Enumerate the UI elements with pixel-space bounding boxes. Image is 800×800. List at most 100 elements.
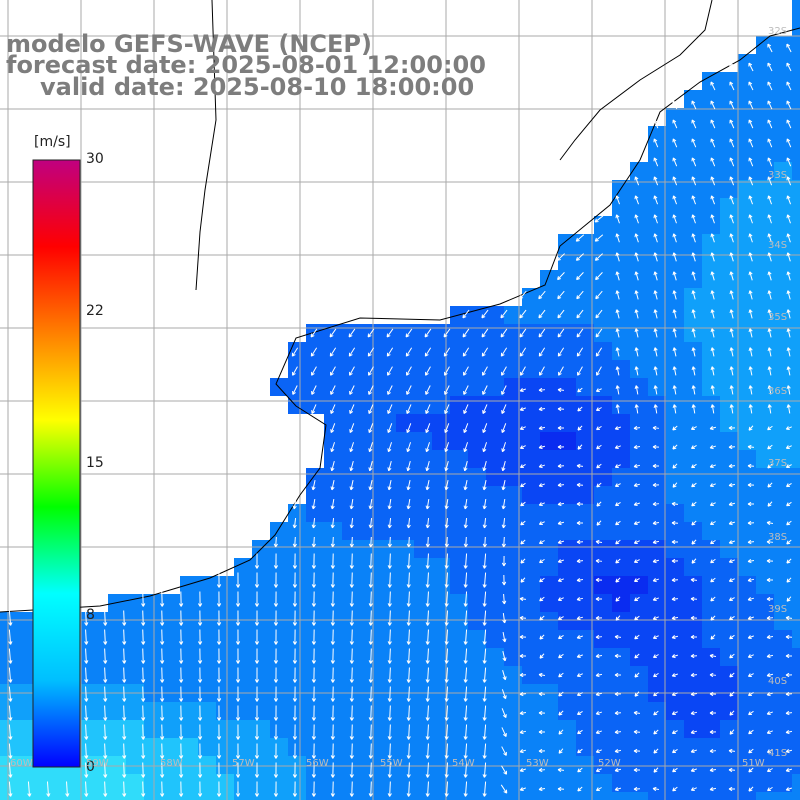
wind-arrow — [502, 612, 507, 624]
wind-arrow — [462, 328, 470, 338]
wind-arrow — [653, 252, 658, 262]
wind-arrow — [519, 615, 527, 621]
wind-arrow — [501, 555, 507, 567]
field-cell — [648, 306, 666, 324]
field-cell — [666, 612, 684, 630]
field-cell — [342, 756, 360, 774]
field-cell — [594, 738, 612, 756]
wind-arrow — [519, 445, 526, 449]
wind-arrow — [387, 610, 392, 626]
wind-arrow — [653, 366, 658, 376]
field-cell — [612, 504, 630, 522]
field-cell — [594, 792, 612, 800]
wind-arrow — [160, 610, 165, 626]
wind-arrow — [729, 119, 735, 129]
field-cell — [486, 612, 504, 630]
wind-arrow — [729, 176, 735, 186]
field-cell — [720, 756, 738, 774]
field-cell — [558, 396, 576, 414]
wind-arrow — [615, 520, 621, 526]
field-cell — [468, 540, 486, 558]
field-cell — [450, 702, 468, 720]
wind-arrow — [748, 729, 754, 735]
wind-arrow — [767, 119, 773, 129]
field-cell — [288, 648, 306, 666]
field-cell — [774, 378, 792, 396]
wind-arrow — [538, 290, 546, 300]
wind-arrow — [786, 195, 792, 205]
wind-arrow — [425, 686, 430, 702]
wind-arrow — [539, 577, 545, 583]
field-cell — [558, 288, 576, 306]
field-cell — [144, 630, 162, 648]
field-cell — [630, 558, 648, 576]
field-cell — [450, 414, 468, 432]
wind-arrow — [141, 610, 146, 626]
wind-arrow — [576, 309, 584, 319]
field-cell — [612, 630, 630, 648]
field-cell — [522, 666, 540, 684]
wind-arrow — [729, 385, 734, 395]
field-cell — [162, 630, 180, 648]
wind-arrow — [729, 672, 735, 678]
field-cell — [324, 360, 342, 378]
field-cell — [594, 378, 612, 396]
wind-arrow — [596, 366, 602, 376]
field-cell — [234, 756, 252, 774]
wind-arrow — [557, 616, 564, 620]
field-cell — [468, 666, 486, 684]
field-cell — [486, 792, 504, 800]
wind-arrow — [538, 425, 546, 431]
wind-arrow — [710, 615, 716, 621]
wind-arrow — [444, 648, 449, 664]
wind-arrow — [710, 596, 716, 602]
field-cell — [774, 504, 792, 522]
field-cell — [666, 198, 684, 216]
field-cell — [576, 702, 594, 720]
wind-arrow — [481, 309, 489, 319]
wind-arrow — [425, 648, 430, 664]
wind-arrow — [292, 498, 297, 510]
field-cell — [450, 666, 468, 684]
field-cell — [198, 648, 216, 666]
field-cell — [738, 594, 756, 612]
field-cell — [540, 630, 558, 648]
wind-arrow — [141, 591, 146, 607]
field-cell — [522, 414, 540, 432]
wind-arrow — [254, 610, 260, 626]
wind-arrow — [557, 290, 565, 300]
field-cell — [522, 306, 540, 324]
wind-arrow — [254, 762, 260, 778]
field-cell — [792, 378, 800, 396]
wind-arrow — [501, 536, 506, 548]
field-cell — [486, 378, 504, 396]
wind-arrow — [368, 610, 373, 626]
wind-arrow — [729, 100, 735, 110]
field-cell — [648, 540, 666, 558]
field-cell — [774, 648, 792, 666]
wind-arrow — [538, 502, 545, 507]
field-cell — [234, 648, 252, 666]
wind-arrow — [729, 62, 735, 72]
wind-arrow — [502, 651, 507, 662]
field-cell — [612, 234, 630, 252]
field-cell — [774, 72, 792, 90]
field-cell — [180, 648, 198, 666]
wind-arrow — [406, 553, 411, 569]
wind-arrow — [444, 724, 449, 740]
field-cell — [288, 612, 306, 630]
wind-arrow — [84, 724, 89, 740]
field-cell — [738, 216, 756, 234]
wind-arrow — [311, 480, 316, 491]
wind-arrow — [273, 705, 279, 721]
field-cell — [612, 432, 630, 450]
field-cell — [792, 342, 800, 360]
field-cell — [630, 288, 648, 306]
wind-arrow — [501, 442, 507, 453]
field-cell — [738, 54, 756, 72]
wind-arrow — [8, 705, 13, 721]
field-cell — [756, 792, 774, 800]
field-cell — [720, 540, 738, 558]
field-cell — [270, 576, 288, 594]
field-cell — [666, 252, 684, 270]
